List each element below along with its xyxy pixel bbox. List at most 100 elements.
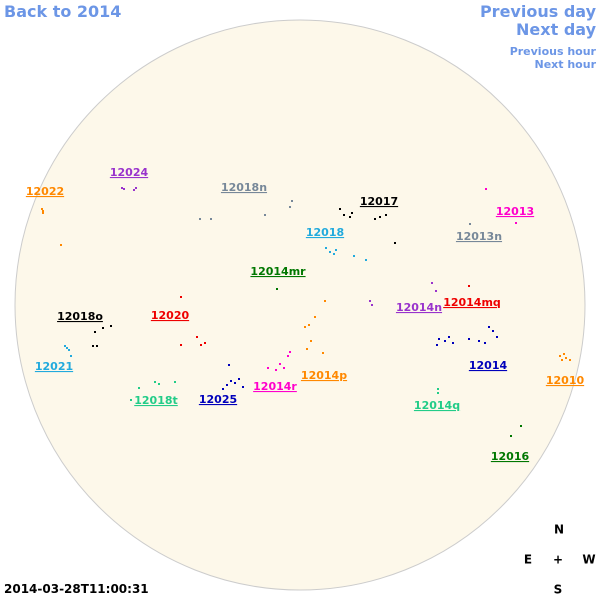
region-label[interactable]: 12014mr	[250, 265, 306, 278]
spot	[394, 242, 396, 244]
spot	[559, 355, 561, 357]
spot	[68, 349, 70, 351]
spot	[569, 359, 571, 361]
spot	[275, 369, 277, 371]
spot	[335, 249, 337, 251]
spot	[515, 222, 517, 224]
region-label[interactable]: 12021	[35, 360, 73, 373]
region-label[interactable]: 12013n	[456, 230, 502, 243]
region-label[interactable]: 12010	[546, 374, 585, 387]
spot	[379, 216, 381, 218]
region-label[interactable]: 12014mq	[443, 296, 501, 309]
spot	[437, 388, 439, 390]
spot	[291, 200, 293, 202]
region-label[interactable]: 12020	[151, 309, 190, 322]
spot	[468, 338, 470, 340]
region-label[interactable]: 12014p	[301, 369, 347, 382]
spot	[452, 342, 454, 344]
spot	[436, 344, 438, 346]
timestamp: 2014-03-28T11:00:31	[4, 582, 149, 596]
spot	[448, 336, 450, 338]
spot	[222, 388, 224, 390]
spot	[66, 347, 68, 349]
region-label[interactable]: 12014q	[414, 399, 460, 412]
spot	[121, 187, 123, 189]
region-label[interactable]: 12025	[199, 393, 237, 406]
spot	[561, 359, 563, 361]
spot	[437, 392, 439, 394]
spot	[322, 352, 324, 354]
spot	[484, 342, 486, 344]
spot	[41, 208, 43, 210]
spot	[96, 345, 98, 347]
spot	[444, 340, 446, 342]
spot	[492, 330, 494, 332]
spot	[310, 340, 312, 342]
region-label[interactable]: 12018t	[134, 394, 178, 407]
region-label[interactable]: 12013	[496, 205, 534, 218]
next-hour-link[interactable]: Next hour	[534, 58, 597, 71]
spot	[385, 214, 387, 216]
spot	[351, 212, 353, 214]
spot	[304, 326, 306, 328]
spot	[520, 425, 522, 427]
spot	[130, 399, 132, 401]
spot	[196, 336, 198, 338]
spot	[478, 340, 480, 342]
spot	[228, 364, 230, 366]
spot	[563, 353, 565, 355]
spot	[64, 345, 66, 347]
spot	[154, 381, 156, 383]
spot	[329, 251, 331, 253]
region-label[interactable]: 12022	[26, 185, 64, 198]
spot	[135, 187, 137, 189]
region-label[interactable]: 12018n	[221, 181, 267, 194]
spot	[510, 435, 512, 437]
spot	[333, 253, 335, 255]
spot	[264, 214, 266, 216]
spot	[369, 300, 371, 302]
region-label[interactable]: 12014	[469, 359, 508, 372]
spot	[431, 282, 433, 284]
compass-e: E	[524, 553, 532, 567]
spot	[287, 355, 289, 357]
spot	[92, 345, 94, 347]
spot	[469, 223, 471, 225]
spot	[60, 244, 62, 246]
spot	[435, 290, 437, 292]
compass-s: S	[554, 583, 563, 597]
spot	[42, 212, 44, 214]
spot	[267, 367, 269, 369]
spot	[234, 382, 236, 384]
spot	[496, 336, 498, 338]
spot	[374, 218, 376, 220]
spots	[41, 187, 571, 437]
prev-hour-link[interactable]: Previous hour	[509, 45, 596, 58]
region-label[interactable]: 12014n	[396, 301, 442, 314]
spot	[204, 342, 206, 344]
spot	[123, 188, 125, 190]
region-label[interactable]: 12024	[110, 166, 149, 179]
spot	[438, 338, 440, 340]
region-label[interactable]: 12016	[491, 450, 530, 463]
spot	[158, 383, 160, 385]
region-label[interactable]: 12017	[360, 195, 398, 208]
spot	[180, 296, 182, 298]
spot	[485, 188, 487, 190]
spot	[488, 326, 490, 328]
spot	[133, 189, 135, 191]
prev-day-link[interactable]: Previous day	[479, 2, 596, 21]
spot	[283, 367, 285, 369]
next-day-link[interactable]: Next day	[516, 20, 596, 39]
back-link[interactable]: Back to 2014	[4, 2, 122, 21]
spot	[308, 324, 310, 326]
region-label[interactable]: 12018	[306, 226, 344, 239]
region-label[interactable]: 12018o	[57, 310, 103, 323]
spot	[565, 357, 567, 359]
region-label[interactable]: 12014r	[253, 380, 297, 393]
spot	[230, 380, 232, 382]
spot	[343, 214, 345, 216]
spot	[276, 288, 278, 290]
